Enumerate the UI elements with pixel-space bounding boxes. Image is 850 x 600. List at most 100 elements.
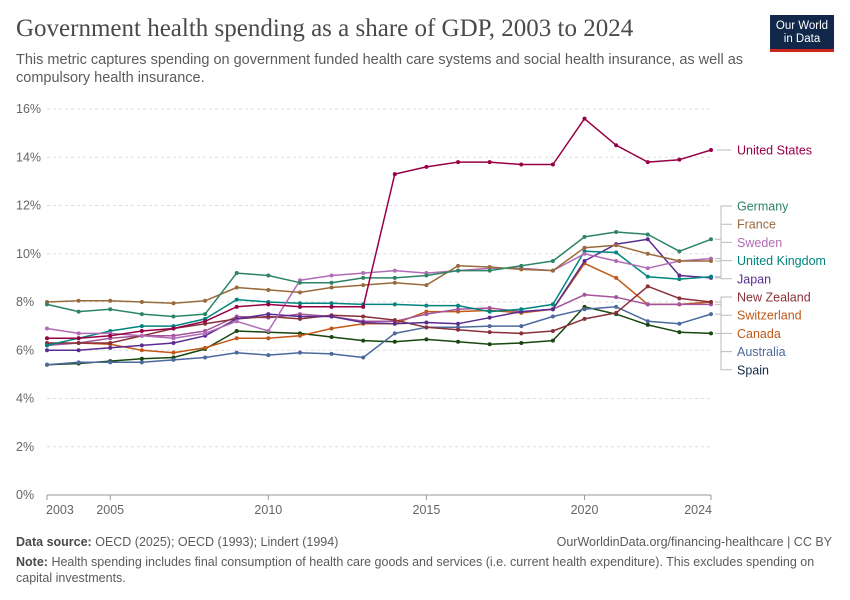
label-connector [715,277,732,280]
data-point-canada [203,345,208,350]
series-label-spain: Spain [737,363,769,377]
data-point-sweden [614,258,619,263]
data-point-canada [614,275,619,280]
data-point-united-kingdom [329,301,334,306]
data-point-canada [139,348,144,353]
series-label-sweden: Sweden [737,236,782,250]
series-line-france [46,244,711,304]
data-point-spain [550,338,555,343]
data-point-japan [171,341,176,346]
y-tick-label: 8% [16,295,34,309]
series-line-japan [47,238,712,352]
data-source-label: Data source: [16,535,92,549]
label-connector [715,301,732,334]
data-point-france [392,280,397,285]
label-connector [715,296,732,303]
data-point-sweden [45,326,49,331]
data-point-spain [645,322,650,327]
chart-title: Government health spending as a share of… [16,15,634,42]
data-point-australia [108,360,113,365]
data-point-australia [329,351,334,356]
data-point-france [297,290,302,295]
data-point-united-states [108,333,113,338]
data-point-united-states [234,304,239,309]
data-point-australia [361,355,366,360]
source-url[interactable]: OurWorldinData.org/financing-healthcare … [556,535,832,549]
data-point-australia [297,350,302,355]
x-tick-label: 2020 [571,503,599,517]
data-point-spain [234,328,239,333]
data-point-spain [139,356,144,361]
data-point-france [677,258,682,263]
data-point-united-kingdom [645,274,650,279]
data-point-germany [234,271,239,276]
data-point-united-states [297,304,302,309]
data-point-germany [45,302,49,307]
data-point-japan [108,345,113,350]
data-point-germany [392,275,397,280]
data-point-australia [234,350,239,355]
series-label-japan: Japan [737,272,771,286]
data-point-france [361,283,366,288]
data-point-sweden [76,331,81,336]
data-point-germany [329,280,334,285]
logo-line-1: Our World [775,20,829,32]
data-point-japan [392,321,397,326]
y-tick-label: 14% [16,150,41,164]
data-point-new-zealand [709,300,713,304]
data-point-france [614,243,619,248]
data-point-germany [297,280,302,285]
data-point-united-kingdom [139,324,144,329]
data-point-sweden [234,319,239,324]
data-point-australia [203,355,208,360]
data-point-france [76,298,81,303]
data-point-united-kingdom [519,307,524,312]
note-text: Health spending includes final consumpti… [16,555,815,585]
data-point-spain [709,331,713,336]
data-point-new-zealand [487,330,492,335]
data-point-united-states [424,164,429,169]
data-point-new-zealand [614,310,619,315]
data-point-switzerland [487,306,492,311]
data-point-united-states [329,304,334,309]
data-point-france [709,258,713,263]
series-label-australia: Australia [737,345,786,359]
data-point-switzerland [645,302,650,307]
data-point-switzerland [614,295,619,300]
owid-logo[interactable]: Our World in Data [770,15,834,52]
data-point-united-kingdom [550,302,555,307]
data-point-japan [582,258,587,263]
data-point-united-states [614,143,619,148]
label-connector [715,313,732,353]
logo-line-2: in Data [783,33,821,45]
data-point-australia [171,357,176,362]
series-line-switzerland [46,294,711,347]
series-line-united-states [47,117,712,339]
series-label-united-states: United States [737,144,812,158]
data-point-canada [297,333,302,338]
data-point-united-kingdom [424,303,429,308]
data-point-switzerland [424,312,429,317]
data-point-new-zealand [76,341,81,346]
data-point-japan [456,321,461,326]
series-line-united-kingdom [46,250,712,347]
data-point-germany [550,258,555,263]
series-label-france: France [737,218,776,232]
data-point-united-states [139,328,144,333]
data-point-united-kingdom [45,343,49,348]
data-point-switzerland [582,292,587,297]
data-point-united-kingdom [456,303,461,308]
data-point-united-states [645,160,650,165]
y-tick-label: 2% [16,440,34,454]
x-tick-label: 2010 [254,503,282,517]
data-point-australia [139,360,144,365]
data-point-japan [76,348,81,353]
data-point-germany [266,273,271,278]
label-connector [715,303,732,316]
note-label: Note: [16,555,48,569]
data-point-united-states [76,336,81,341]
data-point-japan [361,320,366,325]
y-tick-label: 4% [16,392,34,406]
data-point-sweden [139,333,144,338]
data-source-text[interactable]: OECD (2025); OECD (1993); Lindert (1994) [95,535,339,549]
